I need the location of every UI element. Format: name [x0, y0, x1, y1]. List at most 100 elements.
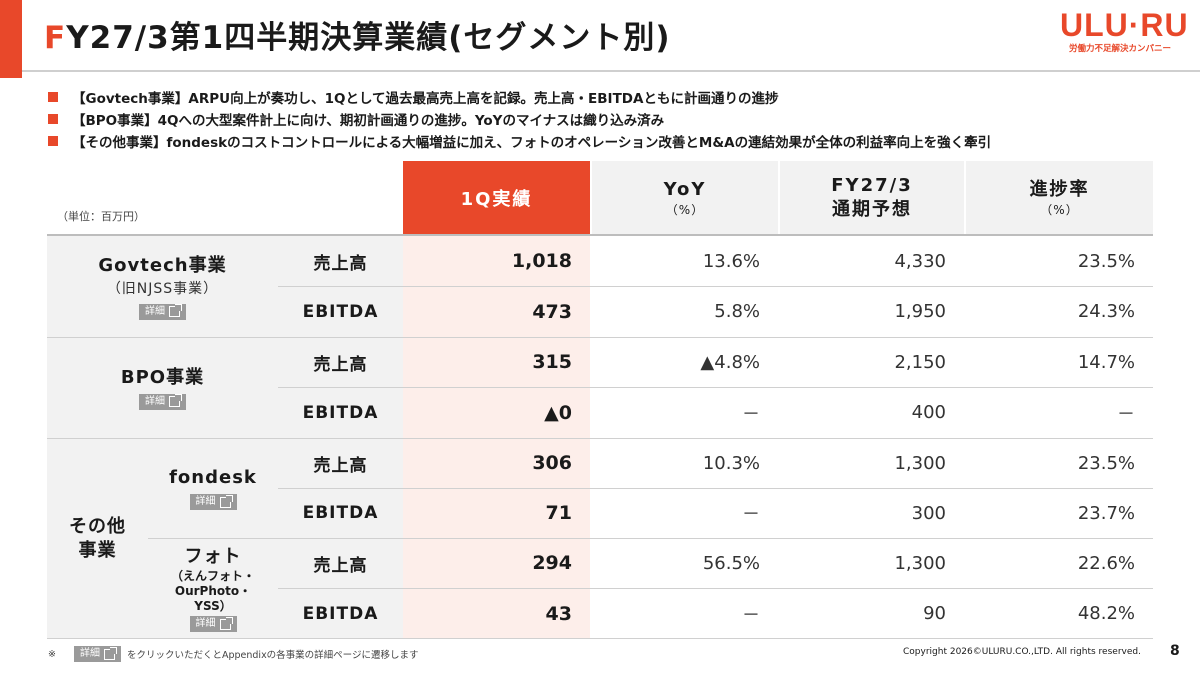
- row-yoy-value: 5.8%: [714, 301, 760, 322]
- footnote-mark: ※: [48, 648, 56, 660]
- header-forecast-label: 通期予想: [832, 198, 912, 220]
- row-forecast-value: 2,150: [894, 351, 946, 373]
- segment-results-table: 1Q実績 YoY （%） FY27/3 通期予想 進捗率 （%） Govtech…: [47, 161, 1153, 639]
- title-divider: [22, 70, 1200, 72]
- row-forecast-value: 1,300: [894, 552, 946, 574]
- segment-photo: フォト （えんフォト・ OurPhoto・ YSS） 詳細: [148, 538, 278, 639]
- detail-button-label: 詳細: [195, 618, 216, 629]
- row-yoy-value: －: [742, 504, 760, 525]
- logo-wordmark: ULU·RU: [1060, 7, 1189, 43]
- row-forecast-value: 4,330: [894, 250, 946, 272]
- detail-button-label: 詳細: [145, 395, 165, 407]
- table-divider: [278, 286, 1153, 287]
- row-q1-value: 306: [403, 438, 590, 488]
- row-q1-value: 1,018: [403, 236, 590, 286]
- row-forecast-value: 400: [911, 402, 946, 423]
- row-progress-value: 23.7%: [1077, 502, 1135, 524]
- external-link-icon: [169, 394, 182, 407]
- segment-name: Govtech事業: [98, 254, 227, 276]
- table-divider: [278, 588, 1153, 589]
- unit-label: （単位：百万円）: [57, 210, 145, 223]
- row-forecast-value: 90: [923, 603, 946, 624]
- external-link-icon: [219, 494, 233, 508]
- row-forecast-value: 1,300: [894, 452, 946, 474]
- bullet-text: 【その他事業】fondeskのコストコントロールによる大幅増益に加え、フォトのオ…: [72, 135, 992, 151]
- segment-name: fondesk: [169, 467, 257, 488]
- bullet-square-icon: [48, 136, 58, 146]
- table-divider: [47, 337, 1153, 338]
- row-q1-value: 71: [403, 488, 590, 538]
- segment-fondesk: fondesk 詳細: [148, 438, 278, 538]
- row-progress-value: 24.3%: [1077, 301, 1135, 322]
- row-q1-value: 43: [403, 588, 590, 639]
- govtech-detail-button[interactable]: 詳細: [139, 303, 186, 320]
- row-q1-value: 294: [403, 538, 590, 588]
- header-yoy: YoY （%）: [592, 161, 778, 234]
- logo-tagline: 労働力不足解決カンパニー: [1068, 44, 1171, 54]
- segment-name-line2: 事業: [78, 539, 117, 561]
- fondesk-detail-button[interactable]: 詳細: [189, 494, 237, 510]
- row-progress-value: 23.5%: [1077, 452, 1135, 474]
- segment-name: BPO事業: [120, 366, 205, 388]
- row-yoy-value: －: [742, 604, 760, 626]
- row-progress-value: －: [1117, 403, 1135, 425]
- row-progress-value: 14.7%: [1077, 351, 1135, 373]
- row-metric: 売上高: [278, 337, 403, 387]
- footnote-detail-button: 詳細: [73, 646, 121, 662]
- table-divider: [47, 234, 1153, 236]
- table-divider: [47, 638, 1153, 639]
- detail-button-label: 詳細: [145, 305, 165, 317]
- table-divider: [47, 438, 1153, 439]
- row-metric: 売上高: [278, 538, 403, 588]
- external-link-icon: [219, 616, 233, 630]
- bullet-square-icon: [48, 114, 58, 124]
- segment-name: フォト: [184, 546, 242, 567]
- row-progress-value: 48.2%: [1077, 603, 1135, 624]
- photo-detail-button[interactable]: 詳細: [189, 616, 237, 632]
- row-metric: 売上高: [278, 236, 403, 286]
- row-metric: 売上高: [278, 438, 403, 488]
- row-metric: EBITDA: [278, 387, 403, 438]
- external-link-icon: [169, 304, 182, 317]
- row-progress-value: 22.6%: [1077, 552, 1135, 574]
- page-title: FY27/3第1四半期決算業績(セグメント別): [44, 12, 671, 57]
- bullet-text: 【BPO事業】4Qへの大型案件計上に向け、期初計画通りの進捗。YoYのマイナスは…: [72, 113, 665, 129]
- page-title-text: Y27/3第1四半期決算業績(セグメント別): [66, 20, 671, 56]
- segment-other: その他 事業: [47, 438, 148, 639]
- segment-note-line3: YSS）: [194, 599, 232, 613]
- header-yoy-unit: （%）: [665, 202, 705, 217]
- bullet-other: 【その他事業】fondeskのコストコントロールによる大幅増益に加え、フォトのオ…: [48, 130, 1168, 152]
- row-metric: EBITDA: [278, 286, 403, 337]
- row-q1-value: 315: [403, 337, 590, 387]
- copyright: Copyright 2026©ULURU.CO.,LTD. All rights…: [903, 647, 1141, 657]
- row-metric: EBITDA: [278, 488, 403, 538]
- row-yoy-value: 10.3%: [702, 452, 760, 474]
- bullet-square-icon: [48, 92, 58, 102]
- row-metric: EBITDA: [278, 588, 403, 639]
- summary-bullets: 【Govtech事業】ARPU向上が奏功し、1Qとして過去最高売上高を記録。売上…: [48, 86, 1168, 152]
- header-progress-label: 進捗率: [1029, 178, 1090, 200]
- page-title-initial: F: [44, 20, 67, 56]
- external-link-icon: [103, 646, 117, 660]
- header-progress: 進捗率 （%）: [966, 161, 1153, 234]
- segment-bpo: BPO事業 詳細: [47, 337, 278, 438]
- row-forecast-value: 1,950: [894, 301, 946, 322]
- segment-govtech: Govtech事業 （旧NJSS事業） 詳細: [47, 236, 278, 337]
- detail-button-label: 詳細: [195, 496, 216, 507]
- segment-note: （旧NJSS事業）: [106, 280, 219, 297]
- table-divider: [278, 488, 1153, 489]
- row-yoy-value: －: [742, 403, 760, 425]
- bpo-detail-button[interactable]: 詳細: [139, 393, 186, 410]
- row-q1-value: 473: [403, 286, 590, 337]
- header-forecast-year: FY27/3: [831, 174, 913, 196]
- footnote-text: をクリックいただくとAppendixの各事業の詳細ページに遷移します: [126, 650, 419, 661]
- table-divider: [148, 538, 1153, 539]
- header-yoy-label: YoY: [663, 178, 707, 200]
- segment-note-line1: （えんフォト・: [170, 569, 255, 583]
- header-forecast: FY27/3 通期予想: [780, 161, 964, 234]
- bullet-govtech: 【Govtech事業】ARPU向上が奏功し、1Qとして過去最高売上高を記録。売上…: [48, 86, 1168, 108]
- row-progress-value: 23.5%: [1077, 250, 1135, 272]
- title-accent-bar: [0, 0, 22, 78]
- footnote: ※ 詳細 をクリックいただくとAppendixの各事業の詳細ページに遷移します: [48, 646, 419, 662]
- company-logo: ULU·RU 労働力不足解決カンパニー: [1060, 7, 1189, 54]
